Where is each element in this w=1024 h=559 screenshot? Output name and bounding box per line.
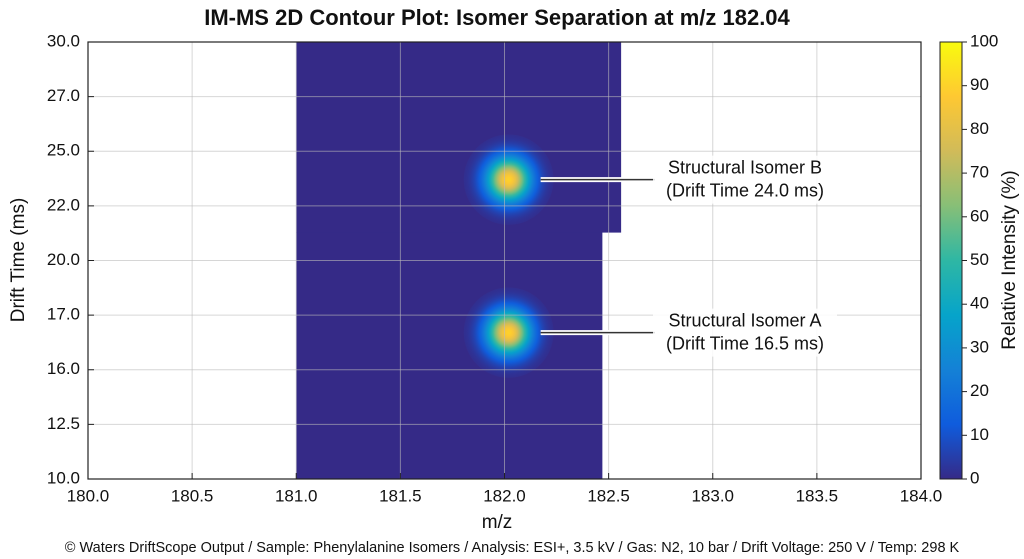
colorbar-tick-label: 90 [970, 75, 989, 94]
x-tick-label: 183.0 [691, 486, 734, 505]
y-tick-label: 17.0 [47, 305, 80, 324]
x-tick-label: 182.5 [587, 486, 630, 505]
y-tick-label: 27.0 [47, 86, 80, 105]
x-axis-label: m/z [482, 512, 513, 533]
x-tick-label: 181.5 [379, 486, 422, 505]
heatmap-region [296, 42, 622, 233]
annotation-text: Structural Isomer A [668, 310, 821, 330]
chart-title: IM-MS 2D Contour Plot: Isomer Separation… [204, 5, 790, 30]
footer: © Waters DriftScope Output / Sample: Phe… [65, 540, 960, 556]
y-tick-label: 12.5 [47, 414, 80, 433]
y-tick-label: 22.0 [47, 195, 80, 214]
x-tick-label: 180.5 [171, 486, 214, 505]
peak [463, 287, 554, 378]
colorbar-tick-label: 10 [970, 425, 989, 444]
heatmap-region [296, 232, 603, 480]
x-tick-label: 180.0 [67, 486, 110, 505]
annotation-box [653, 308, 837, 357]
colorbar-tick-label: 60 [970, 206, 989, 225]
colorbar-tick-label: 80 [970, 119, 989, 138]
colorbar-tick-label: 100 [970, 31, 998, 50]
y-axis-label: Drift Time (ms) [8, 198, 29, 323]
colorbar-tick-label: 50 [970, 250, 989, 269]
y-tick-label: 16.0 [47, 359, 80, 378]
colorbar-tick-label: 70 [970, 163, 989, 182]
peak [463, 134, 554, 225]
y-tick-label: 25.0 [47, 141, 80, 160]
colorbar-tick-label: 40 [970, 294, 989, 313]
annotation-text: Structural Isomer B [668, 157, 822, 177]
annotation-text: (Drift Time 16.5 ms) [666, 333, 824, 353]
x-tick-label: 182.0 [483, 486, 526, 505]
colorbar-label: Relative Intensity (%) [999, 170, 1020, 350]
x-tick-label: 181.0 [275, 486, 318, 505]
y-tick-label: 10.0 [47, 468, 80, 487]
annotation-box [653, 155, 837, 204]
colorbar-tick-label: 20 [970, 381, 989, 400]
plot-frame [87, 41, 922, 480]
annotation-text: (Drift Time 24.0 ms) [666, 180, 824, 200]
y-tick-label: 30.0 [47, 31, 80, 50]
x-tick-label: 183.5 [796, 486, 839, 505]
y-tick-label: 20.0 [47, 250, 80, 269]
colorbar [939, 41, 963, 480]
colorbar-tick-label: 30 [970, 337, 989, 356]
colorbar-tick-label: 0 [970, 468, 979, 487]
x-tick-label: 184.0 [900, 486, 943, 505]
